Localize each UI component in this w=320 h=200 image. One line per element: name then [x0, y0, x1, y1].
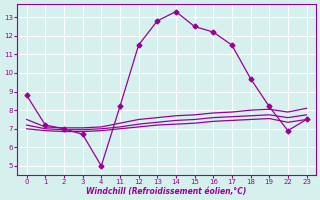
X-axis label: Windchill (Refroidissement éolien,°C): Windchill (Refroidissement éolien,°C) [86, 187, 247, 196]
